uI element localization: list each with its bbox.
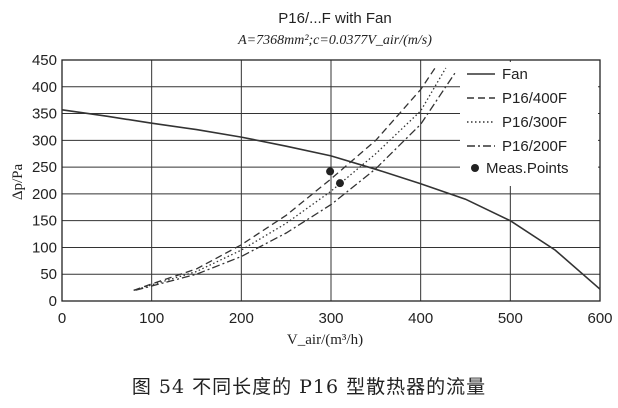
y-tick-label: 200 <box>32 186 57 203</box>
series-line-p16-400f <box>133 65 438 291</box>
y-tick-label: 400 <box>32 79 57 96</box>
y-tick-label: 150 <box>32 213 57 230</box>
legend: Fan P16/400F P16/300F P16/200F Meas.Points <box>460 62 598 186</box>
y-tick-label: 300 <box>32 132 57 149</box>
chart-title: P16/...F with Fan <box>278 10 391 27</box>
meas-point <box>326 167 335 176</box>
x-tick-label: 600 <box>587 310 612 327</box>
legend-box <box>460 62 598 186</box>
legend-label-p16-200f: P16/200F <box>502 138 567 155</box>
plot-frame <box>61 59 601 302</box>
x-tick-label: 100 <box>139 310 164 327</box>
legend-label-meas-points: Meas.Points <box>486 160 569 177</box>
meas-point <box>335 179 344 188</box>
series-lines <box>61 65 601 291</box>
series-line-p16-300f <box>133 67 447 291</box>
x-tick-label: 500 <box>498 310 523 327</box>
chart-subtitle: A=7368mm²;c=0.0377V_air/(m/s) <box>237 33 432 48</box>
legend-swatch-meas-points <box>471 164 479 172</box>
chart: 0 100 200 300 400 500 600 0 50 100 150 200 250 300 350… <box>10 10 613 348</box>
y-axis-label: Δp/Pa <box>10 164 26 201</box>
figure-caption: 图 54 不同长度的 P16 型散热器的流量 <box>131 376 487 398</box>
x-axis-label: V_air/(m³/h) <box>287 332 363 348</box>
y-tick-label: 450 <box>32 52 57 69</box>
measurement-points <box>326 167 344 188</box>
x-tick-label: 200 <box>229 310 254 327</box>
y-tick-label: 250 <box>32 159 57 176</box>
y-tick-label: 0 <box>49 293 57 310</box>
y-tick-label: 100 <box>32 239 57 256</box>
tick-labels: 0 100 200 300 400 500 600 0 50 100 150 200 250 300 350… <box>32 52 613 327</box>
x-tick-label: 300 <box>318 310 343 327</box>
series-line-fan <box>61 109 601 290</box>
x-tick-label: 0 <box>58 310 66 327</box>
legend-label-p16-400f: P16/400F <box>502 90 567 107</box>
y-tick-label: 50 <box>40 266 57 283</box>
x-tick-label: 400 <box>408 310 433 327</box>
y-tick-label: 350 <box>32 106 57 123</box>
legend-label-fan: Fan <box>502 66 528 83</box>
series-line-p16-200f <box>135 70 458 291</box>
legend-label-p16-300f: P16/300F <box>502 114 567 131</box>
